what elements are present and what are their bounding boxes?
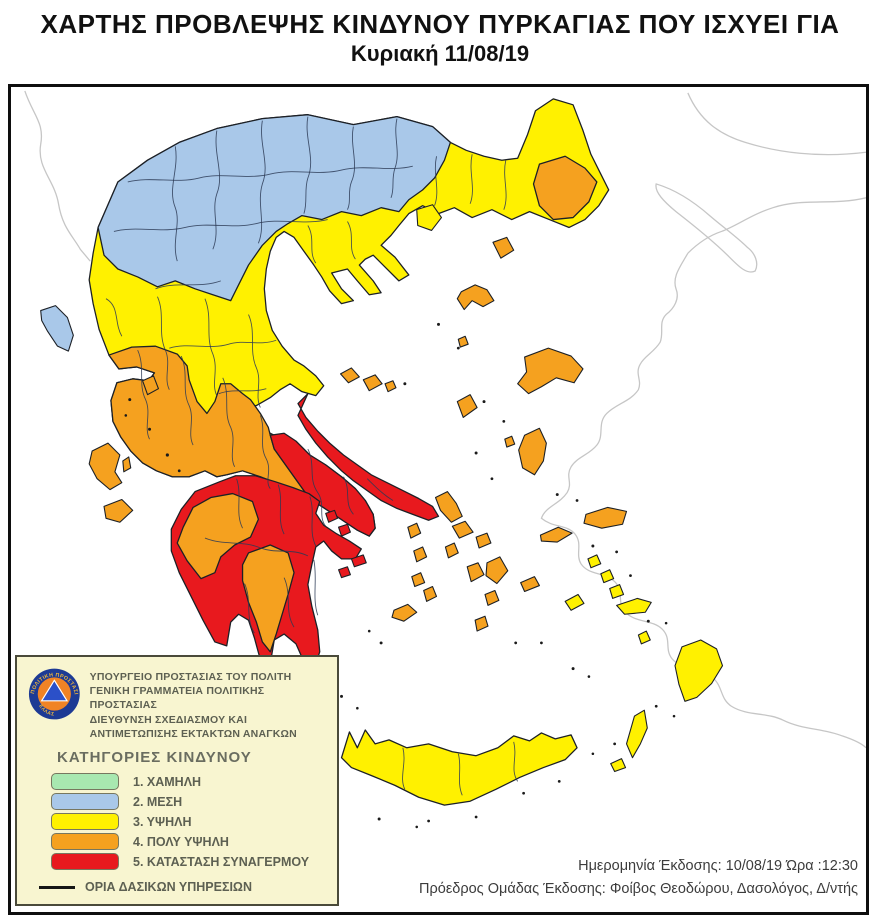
prefecture-boundaries (105, 116, 519, 796)
greece-fire-risk-map (24, 90, 866, 829)
map-canvas: ΠΟΛΙΤΙΚΗ ΠΡΟΣΤΑΣΙΑ ΕΛΛΑΣ ΥΠΟΥΡΓΕΙΟ ΠΡΟΣΤ… (8, 84, 869, 915)
medium-risk-swatch (51, 793, 119, 810)
agency-line: ΥΠΟΥΡΓΕΙΟ ΠΡΟΣΤΑΣΙΑΣ ΤΟΥ ΠΟΛΙΤΗ (89, 671, 292, 684)
region-evia (297, 393, 440, 521)
legend-row-medium: 2. ΜΕΣΗ (51, 793, 329, 810)
medium-risk-label: 2. ΜΕΣΗ (133, 794, 183, 809)
civil-protection-logo-icon: ΠΟΛΙΤΙΚΗ ΠΡΟΣΤΑΣΙΑ ΕΛΛΑΣ (27, 666, 80, 720)
high-risk-swatch (51, 813, 119, 830)
region-attica-boeotia (269, 432, 376, 537)
legend-row-high: 3. ΥΨΗΛΗ (51, 813, 329, 830)
island-thasos (416, 204, 443, 231)
islands-sporades (339, 367, 478, 418)
islands-north-aegean (456, 236, 628, 543)
low-risk-label: 1. ΧΑΜΗΛΗ (133, 774, 202, 789)
agency-line: ΓΕΝΙΚΗ ΓΡΑΜΜΑΤΕΙΑ ΠΟΛΙΤΙΚΗΣ ΠΡΟΣΤΑΣΙΑΣ (89, 685, 265, 712)
legend-row-low: 1. ΧΑΜΗΛΗ (51, 773, 329, 790)
agency-line: ΔΙΕΥΘΥΝΣΗ ΣΧΕΔΙΑΣΜΟΥ ΚΑΙ (89, 713, 248, 726)
island-corfu (40, 305, 74, 352)
region-macedonia-epirus (97, 114, 452, 302)
islands-saronic (325, 509, 367, 579)
boundary-label: ΟΡΙΑ ΔΑΣΙΚΩΝ ΥΠΗΡΕΣΙΩΝ (85, 880, 252, 894)
legend-row-alert: 5. ΚΑΤΑΣΤΑΣΗ ΣΥΝΑΓΕΡΜΟΥ (51, 853, 329, 870)
islands-dodecanese (564, 554, 724, 773)
legend-panel: ΠΟΛΙΤΙΚΗ ΠΡΟΣΤΑΣΙΑ ΕΛΛΑΣ ΥΠΟΥΡΓΕΙΟ ΠΡΟΣΤ… (15, 655, 339, 906)
risk-categories-title: ΚΑΤΗΓΟΡΙΕΣ ΚΙΝΔΥΝΟΥ (57, 749, 252, 766)
agency-line: ΑΝΤΙΜΕΤΩΠΙΣΗΣ ΕΚΤΑΚΤΩΝ ΑΝΑΓΚΩΝ (89, 727, 297, 740)
boundary-line-icon (39, 885, 75, 889)
neighbor-country-outlines (24, 90, 866, 749)
minor-islets (124, 322, 676, 829)
map-title: ΧΑΡΤΗΣ ΠΡΟΒΛΕΨΗΣ ΚΙΝΔΥΝΟΥ ΠΥΡΚΑΓΙΑΣ ΠΟΥ … (0, 8, 880, 67)
very-high-risk-label: 4. ΠΟΛΥ ΥΨΗΛΗ (133, 834, 229, 849)
low-risk-swatch (51, 773, 119, 790)
forest-service-boundaries-row: ΟΡΙΑ ΔΑΣΙΚΩΝ ΥΠΗΡΕΣΙΩΝ (39, 880, 329, 894)
issue-date-line: Ημερομηνία Έκδοσης: 10/08/19 Ώρα :12:30 (578, 858, 858, 875)
issue-info: Ημερομηνία Έκδοσης: 10/08/19 Ώρα :12:30 … (419, 855, 858, 900)
alert-risk-label: 5. ΚΑΤΑΣΤΑΣΗ ΣΥΝΑΓΕΡΜΟΥ (133, 854, 310, 869)
islands-ionian (88, 375, 159, 523)
high-risk-label: 3. ΥΨΗΛΗ (133, 814, 192, 829)
islands-cyclades (391, 491, 540, 632)
title-line-1: ΧΑΡΤΗΣ ΠΡΟΒΛΕΨΗΣ ΚΙΝΔΥΝΟΥ ΠΥΡΚΑΓΙΑΣ ΠΟΥ … (40, 9, 840, 39)
issue-author-line: Πρόεδρος Ομάδας Έκδοσης: Φοίβος Θεοδώρου… (419, 880, 858, 897)
very-high-risk-swatch (51, 833, 119, 850)
legend-row-very-high: 4. ΠΟΛΥ ΥΨΗΛΗ (51, 833, 329, 850)
alert-risk-swatch (51, 853, 119, 870)
title-date: Κυριακή 11/08/19 (350, 40, 530, 66)
region-evros-southeast (532, 155, 598, 221)
agency-titles: ΥΠΟΥΡΓΕΙΟ ΠΡΟΣΤΑΣΙΑΣ ΤΟΥ ΠΟΛΙΤΗ ΓΕΝΙΚΗ Γ… (90, 666, 329, 741)
region-peloponnese-inland (176, 492, 295, 653)
